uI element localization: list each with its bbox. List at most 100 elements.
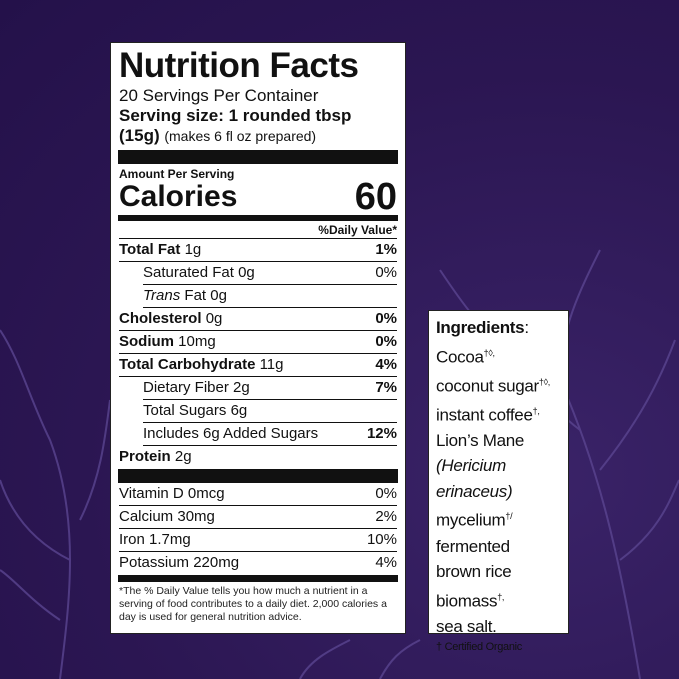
nutrient-row: Total Fat 1g 1%	[119, 239, 397, 262]
ingredient-text: Lion’s Mane	[436, 430, 525, 450]
nutrient-label: Total Fat	[119, 241, 181, 258]
nutrient-row: Sodium 10mg 0%	[119, 331, 397, 354]
nutrient-amount: Fat 0g	[184, 287, 227, 304]
nutrient-row: Protein 2g	[119, 446, 397, 469]
nutrient-label: Saturated Fat	[143, 264, 234, 281]
nutrient-dv: 0%	[375, 333, 397, 350]
nutrient-label: Cholesterol	[119, 310, 202, 327]
vitamin-dv: 10%	[366, 531, 397, 548]
nutrient-row: Total Carbohydrate 11g 4%	[119, 354, 397, 377]
nutrient-row: Includes 6g Added Sugars 12%	[143, 423, 397, 446]
vitamin-row: Iron 1.7mg 10%	[119, 529, 397, 552]
nutrition-facts-panel: Nutrition Facts 20 Servings Per Containe…	[110, 42, 406, 634]
nutrient-dv: 0%	[375, 310, 397, 327]
ingredients-heading: Ingredients	[436, 318, 525, 337]
ingredient-text: mycelium	[436, 511, 506, 531]
nutrient-label: Total Sugars	[143, 402, 227, 419]
nutrient-amount: 6g	[230, 402, 248, 419]
vitamin-amount: 1.7mg	[149, 531, 191, 548]
serving-grams: (15g)	[119, 126, 160, 145]
nutrient-name: Total Sugars 6g	[143, 400, 247, 422]
ingredient-line: brown rice	[436, 559, 561, 585]
nutrient-label: Sodium	[119, 333, 174, 350]
nutrient-amount: 2g	[174, 448, 192, 465]
nutrient-dv: 1%	[375, 241, 397, 258]
ingredient-mark: †,	[532, 405, 540, 416]
nutrient-amount: 1g	[184, 241, 202, 258]
vitamin-name: Iron 1.7mg	[119, 529, 191, 551]
calories-value: 60	[354, 176, 397, 218]
daily-value-header: %Daily Value*	[119, 221, 397, 239]
ingredient-text: biomass	[436, 591, 498, 611]
nutrient-amount: 0g	[238, 264, 255, 281]
nutrient-dv: 7%	[375, 379, 397, 396]
nutrient-row: Saturated Fat 0g 0%	[143, 262, 397, 285]
ingredient-line: erinaceus)	[436, 479, 561, 505]
nutrient-name: Saturated Fat 0g	[143, 262, 255, 284]
ingredient-line: sea salt.	[436, 614, 561, 640]
vitamin-row: Calcium 30mg 2%	[119, 506, 397, 529]
divider	[118, 215, 398, 221]
vitamin-label: Potassium	[119, 554, 190, 571]
vitamin-name: Potassium 220mg	[119, 552, 239, 575]
nutrient-row: Dietary Fiber 2g 7%	[143, 377, 397, 400]
nutrient-name: Protein 2g	[119, 446, 192, 469]
ingredient-text: (Hericium	[436, 456, 507, 476]
footnote: *The % Daily Value tells you how much a …	[119, 585, 387, 623]
nutrient-label: Dietary Fiber	[143, 379, 229, 396]
ingredient-text: sea salt.	[436, 616, 497, 636]
nutrient-name: Includes 6g Added Sugars	[143, 423, 318, 445]
vitamin-label: Iron	[119, 531, 145, 548]
ingredient-line: Lion’s Mane	[436, 428, 561, 454]
nutrient-name: Total Carbohydrate 11g	[119, 354, 284, 376]
nutrient-dv: 12%	[366, 425, 397, 442]
ingredient-line: biomass†,	[436, 585, 561, 614]
nutrient-row: Cholesterol 0g 0%	[119, 308, 397, 331]
ingredient-text: instant coffee	[436, 405, 533, 425]
vitamin-dv: 0%	[375, 485, 397, 502]
divider	[118, 469, 398, 483]
amount-per-serving: Amount Per Serving	[119, 167, 235, 181]
calories-row: Calories 60	[119, 176, 397, 218]
vitamin-label: Calcium	[119, 508, 174, 525]
nutrient-label: Trans	[143, 287, 181, 304]
certified-organic-note: † Certified Organic	[436, 641, 523, 654]
vitamin-row: Vitamin D 0mcg 0%	[119, 483, 397, 506]
vitamin-dv: 2%	[375, 508, 397, 525]
nutrient-dv: 4%	[375, 356, 397, 373]
nutrient-label: Total Carbohydrate	[119, 356, 256, 373]
ingredient-line: instant coffee†,	[436, 399, 561, 428]
nutrition-title: Nutrition Facts	[119, 46, 359, 85]
ingredient-text: erinaceus)	[436, 481, 513, 501]
calories-label: Calories	[119, 180, 238, 213]
nutrient-name: Dietary Fiber 2g	[143, 377, 250, 399]
nutrient-amount: 11g	[259, 356, 284, 373]
vitamin-amount: 30mg	[177, 508, 215, 525]
vitamin-name: Calcium 30mg	[119, 506, 215, 528]
nutrient-label: Includes 6g Added Sugars	[143, 425, 319, 442]
divider	[118, 150, 398, 164]
vitamin-name: Vitamin D 0mcg	[119, 483, 225, 505]
nutrient-amount: 10mg	[178, 333, 216, 350]
servings-per-container: 20 Servings Per Container	[119, 86, 319, 105]
ingredient-line: (Hericium	[436, 453, 561, 479]
ingredient-line: fermented	[436, 534, 561, 560]
ingredient-text: fermented	[436, 536, 510, 556]
ingredient-text: coconut sugar	[436, 376, 539, 396]
nutrient-name: Total Fat 1g	[119, 239, 201, 261]
ingredient-line: mycelium†/	[436, 504, 561, 533]
nutrient-row: Total Sugars 6g	[143, 400, 397, 423]
vitamin-label: Vitamin D	[119, 485, 184, 502]
vitamin-row: Potassium 220mg 4%	[119, 552, 397, 575]
vitamin-amount: 220mg	[193, 554, 240, 571]
ingredient-mark: †◊,	[538, 376, 550, 387]
vitamin-dv: 4%	[375, 554, 397, 571]
ingredient-mark: †,	[497, 591, 505, 602]
ingredient-text: brown rice	[436, 562, 512, 582]
nutrient-amount: 2g	[233, 379, 250, 396]
vitamin-amount: 0mcg	[187, 485, 225, 502]
ingredient-mark: †◊,	[483, 347, 495, 358]
ingredient-line: Cocoa†◊,	[436, 341, 561, 370]
ingredients-panel: Ingredients: Cocoa†◊, coconut sugar†◊, ins…	[428, 310, 569, 653]
serving-size: Serving size: 1 rounded tbsp	[119, 106, 352, 125]
